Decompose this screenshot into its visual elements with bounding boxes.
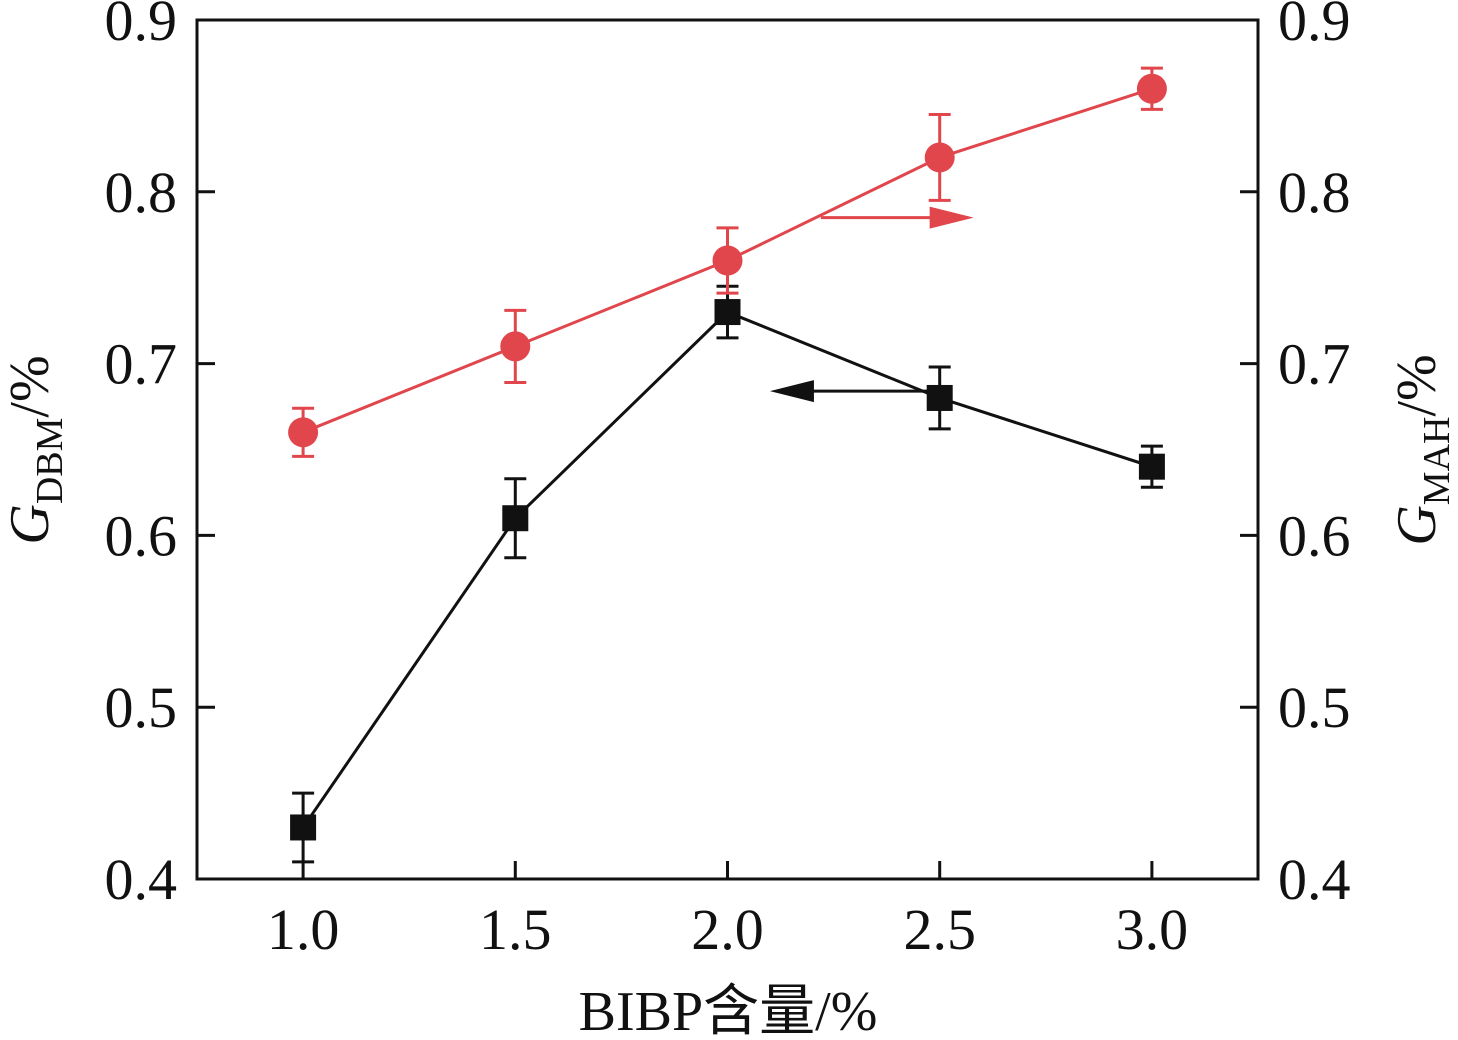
left-y-tick-label: 0.8 bbox=[105, 160, 178, 225]
right-y-tick-label: 0.6 bbox=[1278, 503, 1351, 568]
x-tick-label: 1.0 bbox=[267, 897, 340, 962]
x-tick-label: 1.5 bbox=[479, 897, 552, 962]
right-y-subscript: MAH bbox=[1416, 417, 1458, 506]
arrow-right-head bbox=[929, 206, 974, 229]
right-y-tick-label: 0.4 bbox=[1278, 847, 1351, 912]
data-point-circle bbox=[924, 142, 955, 173]
data-point-circle bbox=[1136, 73, 1167, 104]
left-y-tick-label: 0.9 bbox=[105, 0, 178, 53]
series-line bbox=[301, 310, 1153, 829]
data-point-circle bbox=[288, 417, 319, 448]
annotations bbox=[769, 206, 974, 403]
arrow-left-head bbox=[769, 380, 814, 403]
right-y-axis-title: GMAH/% bbox=[1386, 354, 1458, 545]
x-tick-label: 3.0 bbox=[1116, 897, 1189, 962]
series-layer bbox=[288, 66, 1167, 864]
series-left-axis bbox=[290, 284, 1165, 864]
left-y-tick-label: 0.5 bbox=[105, 675, 178, 740]
right-y-tick-label: 0.7 bbox=[1278, 332, 1351, 397]
left-y-symbol: G bbox=[0, 504, 61, 544]
left-y-subscript: DBM bbox=[29, 418, 71, 505]
left-y-unit: /% bbox=[0, 355, 61, 417]
series-right-axis bbox=[288, 66, 1167, 458]
data-point-square bbox=[1138, 453, 1165, 480]
right-y-tick-label: 0.5 bbox=[1278, 675, 1351, 740]
data-point-circle bbox=[500, 331, 531, 362]
data-point-square bbox=[714, 299, 741, 326]
data-point-square bbox=[290, 814, 317, 841]
data-point-circle bbox=[712, 245, 743, 276]
right-y-tick-label: 0.9 bbox=[1278, 0, 1351, 53]
right-y-unit: /% bbox=[1386, 354, 1448, 416]
x-axis-title: BIBP含量/% bbox=[579, 981, 878, 1040]
data-point-square bbox=[502, 505, 529, 532]
left-y-tick-label: 0.4 bbox=[105, 847, 178, 912]
left-y-tick-label: 0.7 bbox=[105, 332, 178, 397]
axis-ticks: 1.0 1.5 2.0 2.5 3.0 0.4 0.4 0.5 0.5 0.6 0.6 0.7 0.7 0… bbox=[105, 0, 1351, 962]
x-tick-label: 2.5 bbox=[903, 897, 976, 962]
left-y-axis-title: GDBM/% bbox=[0, 355, 71, 544]
data-point-square bbox=[926, 384, 953, 411]
right-y-tick-label: 0.8 bbox=[1278, 160, 1351, 225]
x-tick-label: 2.0 bbox=[691, 897, 764, 962]
right-y-symbol: G bbox=[1386, 505, 1448, 545]
left-y-tick-label: 0.6 bbox=[105, 503, 178, 568]
